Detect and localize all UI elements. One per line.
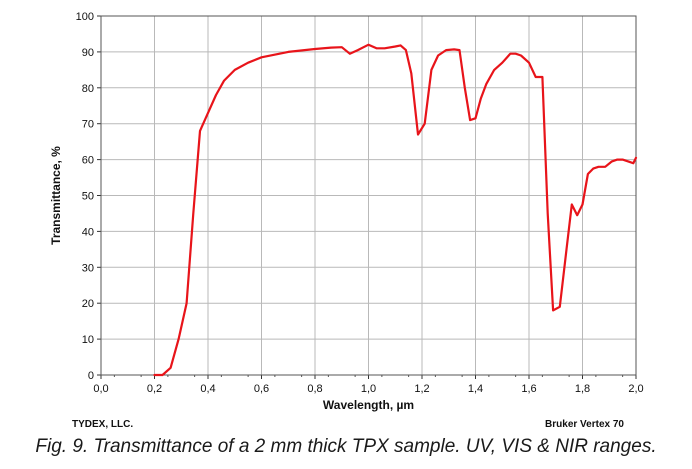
y-tick-label: 40 — [82, 226, 94, 238]
x-axis-label: Wavelength, µm — [323, 398, 414, 412]
x-tick-label: 1,6 — [521, 383, 536, 395]
plot-frame — [100, 15, 637, 376]
figure-caption: Fig. 9. Transmittance of a 2 mm thick TP… — [35, 436, 657, 457]
x-tick-label: 0,2 — [147, 383, 162, 395]
y-axis-label: Transmittance, % — [49, 146, 63, 245]
y-tick-label: 60 — [82, 155, 94, 167]
x-tick-label: 1,0 — [361, 383, 376, 395]
x-tick-label: 0,6 — [254, 383, 269, 395]
right-note: Bruker Vertex 70 — [545, 419, 624, 430]
y-tick-label: 50 — [82, 191, 94, 203]
x-tick-label: 1,2 — [414, 383, 429, 395]
y-tick-label: 20 — [82, 298, 94, 310]
y-tick-label: 70 — [82, 119, 94, 131]
x-tick-label: 0,0 — [93, 383, 108, 395]
y-tick-label: 100 — [76, 11, 94, 23]
x-tick-label: 1,4 — [468, 383, 483, 395]
x-tick-label: 0,4 — [200, 383, 215, 395]
x-tick-label: 2,0 — [628, 383, 643, 395]
y-tick-label: 0 — [88, 370, 94, 382]
transmittance-chart: 0,0 0,2 0,4 0,6 0,8 1,0 1,2 1,4 1,6 1,8 2,0 0 10 20 30… — [49, 11, 644, 430]
x-tick-label: 0,8 — [307, 383, 322, 395]
series-line-0 — [153, 43, 638, 377]
x-tick-label: 1,8 — [575, 383, 590, 395]
y-tick-label: 30 — [82, 262, 94, 274]
y-tick-label: 10 — [82, 334, 94, 346]
y-tick-label: 80 — [82, 83, 94, 95]
left-note: TYDEX, LLC. — [72, 419, 133, 430]
y-tick-label: 90 — [82, 47, 94, 59]
